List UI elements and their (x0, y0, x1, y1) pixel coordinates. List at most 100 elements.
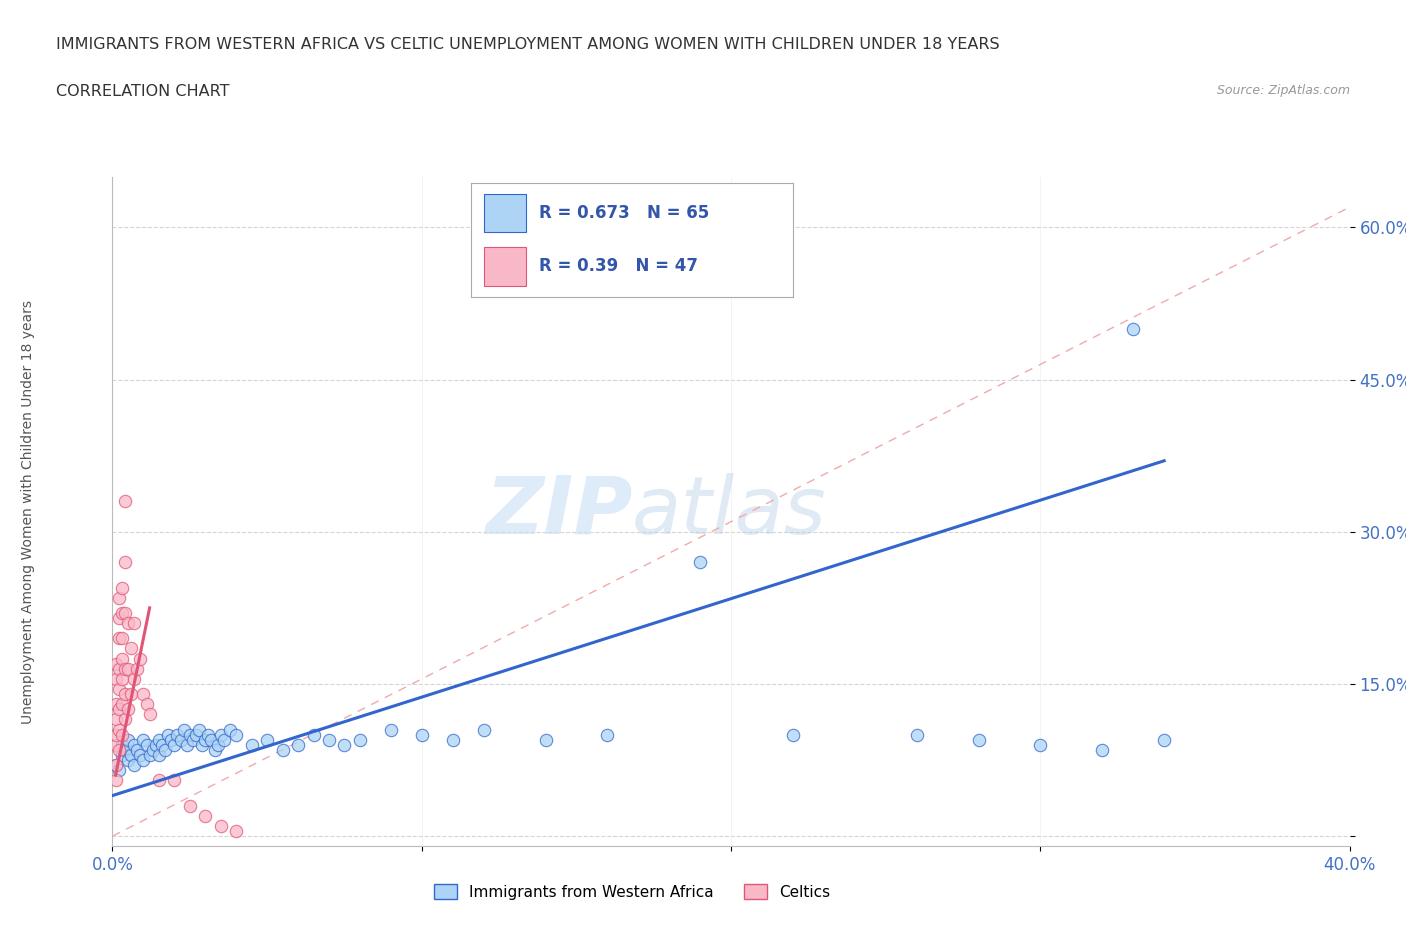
Point (111, 605, 134, 620)
Point (111, 697, 134, 711)
Point (104, 697, 127, 711)
Point (148, 748, 170, 763)
Point (145, 737, 167, 752)
Point (107, 702, 129, 717)
Point (200, 732, 222, 747)
Point (209, 818, 232, 833)
Point (104, 773, 127, 788)
Point (107, 742, 129, 757)
Point (111, 580, 134, 595)
Point (191, 737, 214, 752)
Point (114, 661, 136, 676)
Text: CORRELATION CHART: CORRELATION CHART (56, 84, 229, 99)
Point (197, 727, 219, 742)
Point (1122, 322, 1144, 337)
Point (173, 723, 195, 737)
Point (169, 732, 191, 747)
Point (225, 727, 247, 742)
Point (1091, 742, 1114, 757)
Point (411, 727, 433, 742)
Point (111, 748, 134, 763)
Point (157, 727, 180, 742)
Point (534, 732, 557, 747)
Point (117, 702, 139, 717)
Text: Unemployment Among Women with Children Under 18 years: Unemployment Among Women with Children U… (21, 299, 35, 724)
Point (184, 727, 207, 742)
Point (129, 651, 152, 666)
Point (240, 737, 263, 752)
Point (132, 686, 155, 701)
Point (117, 732, 139, 747)
Point (166, 727, 188, 742)
Point (967, 732, 990, 747)
Point (689, 555, 711, 570)
Point (287, 737, 309, 752)
Point (380, 723, 402, 737)
Point (120, 641, 142, 656)
Point (209, 727, 232, 742)
Point (127, 742, 149, 757)
Point (117, 661, 139, 676)
Point (225, 824, 247, 839)
Point (148, 732, 170, 747)
Point (256, 732, 278, 747)
Point (104, 712, 127, 727)
Point (782, 727, 804, 742)
Point (107, 661, 129, 676)
Point (122, 737, 145, 752)
Point (107, 682, 129, 697)
Text: IMMIGRANTS FROM WESTERN AFRICA VS CELTIC UNEMPLOYMENT AMONG WOMEN WITH CHILDREN : IMMIGRANTS FROM WESTERN AFRICA VS CELTIC… (56, 37, 1000, 52)
Point (333, 737, 356, 752)
Point (107, 631, 129, 645)
Point (104, 758, 127, 773)
Point (104, 657, 127, 671)
Text: atlas: atlas (633, 472, 827, 551)
Legend: Immigrants from Western Africa, Celtics: Immigrants from Western Africa, Celtics (427, 877, 837, 906)
Point (179, 798, 201, 813)
Point (138, 748, 160, 763)
Point (1153, 732, 1175, 747)
Point (441, 732, 464, 747)
Point (212, 732, 235, 747)
Point (107, 723, 129, 737)
Point (111, 631, 134, 645)
Point (194, 732, 217, 747)
Point (163, 773, 186, 788)
Point (132, 752, 155, 767)
Point (150, 737, 173, 752)
Point (111, 727, 134, 742)
Point (114, 494, 136, 509)
Point (148, 773, 170, 788)
Point (117, 752, 139, 767)
Point (107, 763, 129, 777)
Point (163, 737, 186, 752)
Point (111, 651, 134, 666)
Point (176, 737, 198, 752)
Point (138, 707, 160, 722)
Point (135, 697, 157, 711)
Point (188, 723, 211, 737)
Point (122, 616, 145, 631)
Point (114, 742, 136, 757)
Point (181, 732, 204, 747)
Point (104, 727, 127, 742)
Point (207, 737, 229, 752)
Point (219, 723, 242, 737)
Point (107, 611, 129, 626)
Point (114, 712, 136, 727)
Point (117, 616, 139, 631)
Point (127, 661, 149, 676)
Point (905, 727, 928, 742)
Point (179, 727, 201, 742)
Point (302, 727, 325, 742)
Point (153, 742, 176, 757)
Point (135, 737, 157, 752)
Point (271, 742, 294, 757)
Point (122, 758, 145, 773)
Point (204, 742, 226, 757)
Point (132, 732, 155, 747)
Point (107, 591, 129, 605)
Point (122, 671, 145, 686)
Point (114, 605, 136, 620)
Point (160, 732, 183, 747)
